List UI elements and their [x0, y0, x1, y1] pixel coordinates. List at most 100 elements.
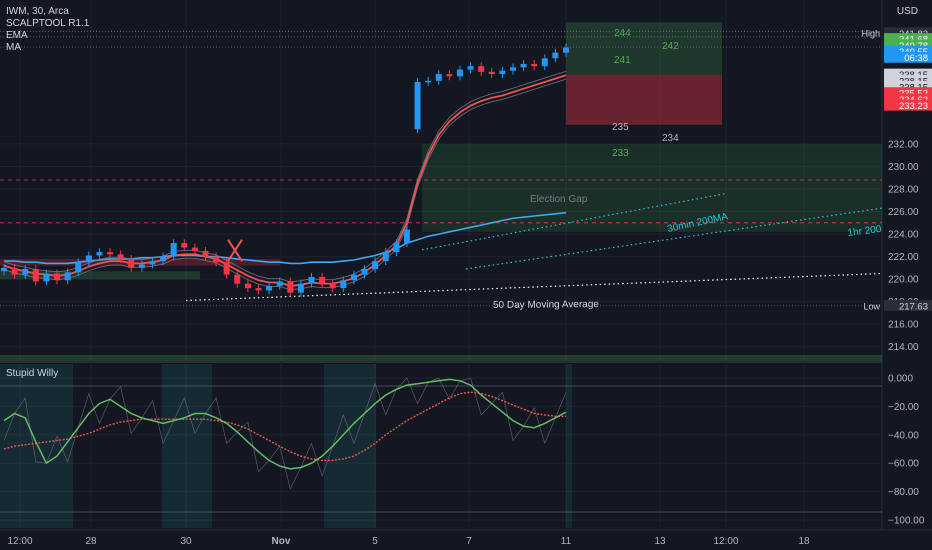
candle-body	[403, 229, 410, 244]
price-tag-bg	[884, 299, 932, 311]
osc-regime-band	[324, 364, 376, 528]
candle-body	[456, 69, 463, 77]
ema-line	[3, 74, 567, 287]
candle-body	[319, 276, 326, 284]
candle-body	[85, 255, 92, 263]
candle-body	[414, 81, 421, 130]
price-tick-label: 226.00	[888, 207, 919, 218]
zone-label-234: 234	[662, 133, 679, 144]
osc-tick-label: −100.00	[888, 516, 925, 527]
zone-label-244: 244	[614, 28, 631, 39]
osc-main-line	[3, 378, 567, 470]
currency-label[interactable]: USD	[896, 6, 918, 17]
candle-body	[382, 252, 389, 262]
candle-body	[202, 250, 209, 257]
osc-tick-label: −60.00	[888, 459, 919, 470]
osc-regime-band	[0, 364, 73, 528]
candle-body	[107, 252, 114, 255]
candle-body	[350, 274, 357, 281]
candle-body	[170, 243, 177, 257]
time-tick-label: Nov	[272, 536, 291, 547]
election-gap-label: Election Gap	[530, 194, 588, 205]
price-tick-label: 228.00	[888, 185, 919, 196]
candle-body	[117, 254, 124, 259]
candle-body	[54, 273, 61, 281]
candle-body	[266, 285, 273, 291]
price-tick-label: 220.00	[888, 275, 919, 286]
candle-body	[276, 281, 283, 286]
candle-body	[191, 247, 198, 251]
candle-body	[340, 280, 347, 289]
support-zone	[0, 271, 200, 280]
candle-body	[160, 256, 167, 262]
price-tick-label: 232.00	[888, 139, 919, 150]
candle-body	[446, 74, 453, 77]
candle-body	[541, 58, 548, 67]
zone-label-235: 235	[612, 122, 629, 133]
ma-30min-200-line	[421, 192, 727, 251]
candle-body	[213, 256, 220, 263]
price-tag-bg	[884, 45, 932, 57]
candle-body	[138, 264, 145, 268]
candle-body	[488, 71, 495, 75]
candle-body	[11, 267, 18, 275]
osc-regime-band	[566, 364, 572, 528]
candle-body	[308, 276, 315, 284]
election-gap-zone	[422, 143, 882, 232]
stop-zone	[566, 74, 722, 125]
candle-body	[149, 261, 156, 265]
indicator-scalptool[interactable]: SCALPTOOL R1.1	[6, 18, 90, 29]
candle-body	[32, 268, 39, 282]
ema-band-lower	[3, 78, 567, 291]
zone-label-233: 233	[612, 148, 629, 159]
price-tag-bg	[884, 99, 932, 111]
price-tag-bg	[884, 33, 932, 45]
bottom-zone-strip	[0, 355, 882, 361]
candle-body	[64, 272, 71, 281]
price-tag-bg	[884, 74, 932, 86]
price-tag-bg	[884, 87, 932, 99]
oscillator-title[interactable]: Stupid Willy	[6, 368, 59, 379]
candle-body	[393, 243, 400, 253]
candle-body	[425, 80, 432, 83]
osc-regime-band	[162, 364, 212, 528]
time-tick-label: 5	[372, 536, 378, 547]
high-label: High	[861, 28, 880, 38]
indicator-ema[interactable]: EMA	[6, 30, 28, 41]
price-tag-bg	[884, 93, 932, 105]
osc-tick-label: −20.00	[888, 402, 919, 413]
candle-body	[499, 70, 506, 75]
zone-label-242: 242	[662, 41, 679, 52]
price-tick-label: 214.00	[888, 342, 919, 353]
osc-tick-label: 0.000	[888, 374, 913, 385]
price-tag-bg	[884, 51, 932, 63]
zone-label-241: 241	[614, 55, 631, 66]
symbol-title[interactable]: IWM, 30, Arca	[6, 6, 69, 17]
candle-body	[329, 283, 336, 289]
candle-body	[563, 47, 569, 53]
candle-body	[531, 63, 538, 67]
price-tag-bg	[884, 68, 932, 80]
osc-signal-line	[3, 391, 566, 462]
time-tick-label: 11	[561, 536, 572, 547]
low-label: Low	[863, 301, 880, 311]
ema-band-upper	[3, 70, 567, 283]
ma-1hr-200-label: 1hr 200	[847, 224, 882, 239]
candle-body	[478, 66, 485, 72]
time-tick-label: 12:00	[713, 536, 738, 547]
candle-body	[234, 274, 241, 284]
candle-body	[520, 63, 527, 68]
candle-body	[43, 273, 50, 282]
candle-body	[361, 268, 368, 275]
candle-body	[244, 283, 251, 289]
candle-body	[509, 67, 516, 71]
osc-tick-label: −40.00	[888, 430, 919, 441]
indicator-ma[interactable]: MA	[6, 42, 21, 53]
time-tick-label: 18	[798, 536, 810, 547]
price-tag-bg	[884, 27, 932, 39]
price-tag: 217.63	[899, 301, 928, 312]
time-tick-label: 12:00	[7, 536, 32, 547]
candle-body	[467, 66, 474, 70]
